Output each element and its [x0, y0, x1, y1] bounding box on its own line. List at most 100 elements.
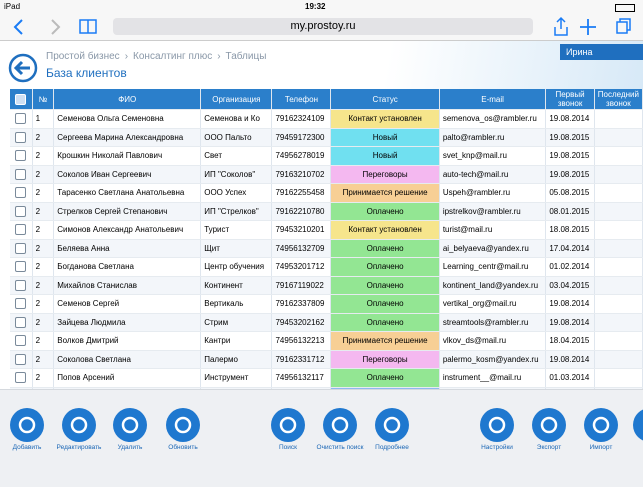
toolbar-button[interactable]	[10, 408, 44, 442]
cell: ООО Успех	[200, 183, 273, 203]
cell-text: ipstrelkov@rambler.ru	[442, 206, 521, 216]
cell: Кантри	[200, 331, 273, 351]
checkbox[interactable]	[15, 335, 27, 347]
toolbar: Добавить Редактировать Удалить Обновить Поис…	[0, 389, 643, 487]
cell: Соколова Светлана	[53, 350, 202, 369]
cell-text: 19.08.2014	[549, 317, 590, 327]
column-header: №	[32, 89, 55, 110]
checkbox[interactable]	[15, 353, 27, 365]
checkbox[interactable]	[15, 150, 27, 162]
table-row: 2 Соколов Иван Сергеевич ИП "Соколов" 79163…	[10, 165, 643, 184]
toolbar-button[interactable]	[633, 408, 643, 442]
cell	[594, 350, 643, 369]
cell-text: Семенов Сергей	[57, 299, 120, 309]
status: Оплачено	[366, 280, 404, 290]
cell-text: 74956132709	[275, 243, 325, 253]
cell: Оплачено	[330, 239, 440, 258]
table-row: 2Кузнецов ИгорьИнвестплюс79163213232Зака…	[10, 387, 643, 389]
breadcrumb[interactable]: Простой бизнес	[46, 51, 120, 62]
cell: 79162324109	[271, 109, 332, 129]
checkbox[interactable]	[15, 168, 27, 180]
toolbar-button[interactable]	[480, 408, 514, 442]
cell: Стрелков Сергей Степанович	[53, 202, 202, 221]
cell: Принимается решение	[330, 183, 440, 203]
header-cell	[10, 89, 33, 110]
address-bar[interactable]: my.prostoy.ru	[113, 18, 533, 35]
cell: Турист	[200, 220, 273, 240]
toolbar-button[interactable]	[323, 408, 357, 442]
toolbar-label: Поиск	[278, 444, 297, 451]
cell: Соколов Иван Сергеевич	[53, 165, 202, 184]
checkbox[interactable]	[15, 113, 27, 125]
breadcrumb[interactable]: Консалтинг плюс	[133, 51, 213, 62]
cell: turist@mail.ru	[439, 220, 547, 240]
toolbar-button[interactable]	[271, 408, 305, 442]
toolbar-button[interactable]	[113, 408, 147, 442]
table-row: 2 Беляева Анна Щит 74956132709 Оплачено ai_be…	[10, 239, 643, 258]
cell: 2	[32, 276, 55, 295]
cell	[594, 183, 643, 203]
cell	[594, 239, 643, 258]
checkbox[interactable]	[15, 298, 27, 310]
toolbar-button[interactable]	[584, 408, 618, 442]
toolbar-button[interactable]	[532, 408, 566, 442]
back-button[interactable]	[8, 53, 38, 83]
column-header: Организация	[200, 89, 273, 110]
checkbox[interactable]	[15, 372, 27, 384]
cell-text: Симонов Александр Анатольевич	[57, 225, 184, 235]
checkbox[interactable]	[15, 93, 27, 105]
cell: 2	[32, 128, 55, 147]
toolbar-button[interactable]	[166, 408, 200, 442]
cell-text: 74953201712	[275, 262, 325, 272]
table-wrap: № ФИО Организация Телефон Статус E-mail Первый…	[10, 89, 643, 389]
toolbar-button[interactable]	[62, 408, 96, 442]
checkbox[interactable]	[15, 261, 27, 273]
table-row: 2 Семенов Сергей Вертикаль 79162337809 Оплач…	[10, 294, 643, 314]
cell	[10, 257, 33, 277]
checkbox[interactable]	[15, 187, 27, 199]
cell-text: ИП "Соколов"	[204, 169, 256, 179]
breadcrumb[interactable]: Таблицы	[225, 51, 267, 62]
separator: ›	[217, 51, 221, 62]
cell-text: Соколова Светлана	[57, 354, 132, 364]
cell	[594, 202, 643, 221]
cell-text: 79162255458	[275, 188, 325, 198]
table-row: 2 Стрелков Сергей Степанович ИП "Стрелков"…	[10, 202, 643, 221]
checkbox[interactable]	[15, 224, 27, 236]
cell-text: 2	[35, 299, 41, 309]
cell	[594, 165, 643, 184]
cell: 79163213232	[271, 387, 332, 389]
cell: 2	[32, 146, 55, 166]
toolbar-button[interactable]	[375, 408, 409, 442]
cell-text: 74956278019	[275, 151, 325, 161]
cell	[10, 146, 33, 166]
cell-text: Соколов Иван Сергеевич	[57, 169, 152, 179]
cell-text: 19.08.2015	[549, 132, 590, 142]
user[interactable]: Ирина	[560, 44, 643, 60]
table-row: 2 Соколова Светлана Палермо 79162331712 Пере…	[10, 350, 643, 369]
status: Оплачено	[366, 262, 404, 272]
cell: Оплачено	[330, 313, 440, 332]
toolbar-label: Добавить	[12, 444, 42, 451]
cell-text: auto-tech@mail.ru	[442, 169, 509, 179]
checkbox[interactable]	[15, 279, 27, 291]
cell-text: Инструмент	[204, 373, 249, 383]
cell: Новый	[330, 146, 440, 166]
cell: Тарасенко Светлана Анатольевна	[53, 183, 202, 203]
cell-text: kontinent_land@yandex.ru	[442, 280, 539, 290]
checkbox[interactable]	[15, 242, 27, 254]
checkbox[interactable]	[15, 131, 27, 143]
cell	[594, 257, 643, 277]
toolbar-icons	[10, 408, 643, 442]
status: Принимается решение	[342, 336, 428, 346]
cell: Оплачено	[330, 294, 440, 314]
checkbox[interactable]	[15, 316, 27, 328]
cell: 79162210780	[271, 202, 332, 221]
checkbox[interactable]	[15, 205, 27, 217]
cell: 79459172300	[271, 128, 332, 147]
cell: 79162331712	[271, 350, 332, 369]
cell	[594, 128, 643, 147]
cell: Сергеева Марина Александровна	[53, 128, 202, 147]
cell	[594, 109, 643, 129]
cell: Богданова Светлана	[53, 257, 202, 277]
